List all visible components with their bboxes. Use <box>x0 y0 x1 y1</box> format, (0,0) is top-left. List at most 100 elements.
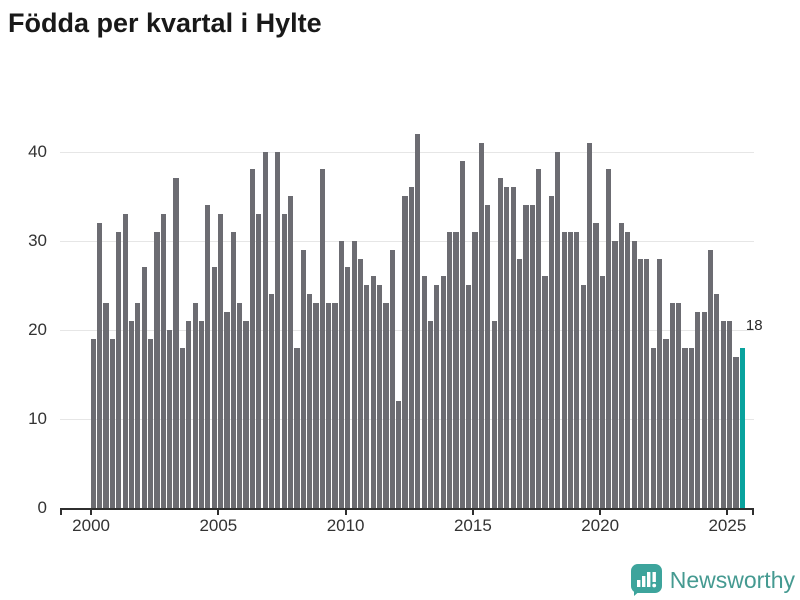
x-axis-tick <box>471 510 474 515</box>
bar <box>147 338 154 508</box>
bar <box>720 320 726 508</box>
bar <box>599 276 605 508</box>
bar <box>650 347 656 508</box>
bar <box>135 303 141 508</box>
bar <box>319 169 325 508</box>
bar <box>351 240 357 508</box>
x-axis-tick-label: 2025 <box>708 516 747 535</box>
chart-title: Födda per kvartal i Hylte <box>8 8 322 38</box>
bar <box>447 231 453 508</box>
x-axis-tick-label: 2010 <box>326 516 365 535</box>
bar <box>580 285 586 508</box>
bar <box>606 169 612 508</box>
x-axis-tick <box>344 510 347 515</box>
x-axis-tick-label: 2015 <box>453 516 492 535</box>
bar <box>517 258 523 508</box>
bar <box>434 285 440 508</box>
y-axis-tick-label: 30 <box>28 230 47 250</box>
bar <box>179 347 185 508</box>
bar <box>160 213 166 508</box>
bar <box>128 320 135 508</box>
bar <box>205 205 211 508</box>
bar <box>332 303 338 508</box>
bar <box>389 249 395 508</box>
bar <box>427 320 434 508</box>
bar <box>440 276 446 508</box>
x-axis-tick-label: 2005 <box>199 516 238 535</box>
bar <box>466 285 472 508</box>
bar <box>141 267 147 508</box>
bar <box>695 311 701 508</box>
x-axis-line <box>60 508 754 510</box>
bar <box>593 222 599 508</box>
bar <box>612 240 618 508</box>
bar <box>504 187 510 508</box>
bar <box>631 240 637 508</box>
bar <box>574 231 580 508</box>
x-axis-tick <box>217 510 220 515</box>
bar <box>287 196 294 508</box>
bar <box>561 231 567 508</box>
bar <box>262 151 268 508</box>
bar <box>618 222 625 508</box>
bar <box>625 231 631 508</box>
x-axis-tick <box>726 510 729 515</box>
bar <box>230 231 236 508</box>
bar <box>377 285 383 508</box>
bar <box>116 231 122 508</box>
bar <box>472 231 478 508</box>
bar <box>497 178 504 508</box>
bar <box>637 258 644 508</box>
bar <box>307 294 313 508</box>
bar <box>478 142 485 508</box>
bar <box>491 320 497 508</box>
x-axis-tick-label: 2000 <box>72 516 110 535</box>
x-axis-end-tick <box>60 510 62 515</box>
bar <box>714 294 720 508</box>
bar <box>555 151 561 508</box>
bar <box>268 294 275 508</box>
x-axis-tick <box>599 510 602 515</box>
newsworthy-branding: Newsworthy <box>629 563 795 597</box>
bar <box>669 303 675 508</box>
newsworthy-wordmark: Newsworthy <box>669 566 795 593</box>
bar <box>536 169 542 508</box>
bar <box>103 303 109 508</box>
bar <box>97 222 103 508</box>
bar <box>727 320 733 508</box>
bar <box>485 205 491 508</box>
bar <box>167 329 173 508</box>
bar <box>224 311 230 508</box>
gridline <box>60 151 754 153</box>
bar <box>459 160 465 508</box>
bar <box>370 276 376 508</box>
bar <box>281 213 287 508</box>
x-axis-tick-label: 2020 <box>581 516 620 535</box>
bar <box>567 231 574 508</box>
bar <box>173 178 179 508</box>
bar <box>402 196 408 508</box>
bar <box>421 276 427 508</box>
bar <box>345 267 351 508</box>
bar <box>587 142 593 508</box>
bar <box>542 276 548 508</box>
last-value-annotation: 18 <box>745 316 763 334</box>
bar <box>249 169 255 508</box>
bar <box>523 205 529 508</box>
bar <box>217 213 224 508</box>
bar <box>548 196 555 508</box>
bar <box>688 347 694 508</box>
bar <box>364 285 370 508</box>
bar <box>682 347 688 508</box>
bar <box>357 258 364 508</box>
bar <box>109 338 115 508</box>
bar <box>396 401 402 508</box>
y-axis-tick-label: 20 <box>28 319 47 339</box>
x-axis-tick <box>90 510 93 515</box>
bar <box>186 320 192 508</box>
x-axis-end-tick <box>752 510 754 515</box>
bar <box>275 151 281 508</box>
bar <box>415 133 421 508</box>
bar <box>192 303 198 508</box>
